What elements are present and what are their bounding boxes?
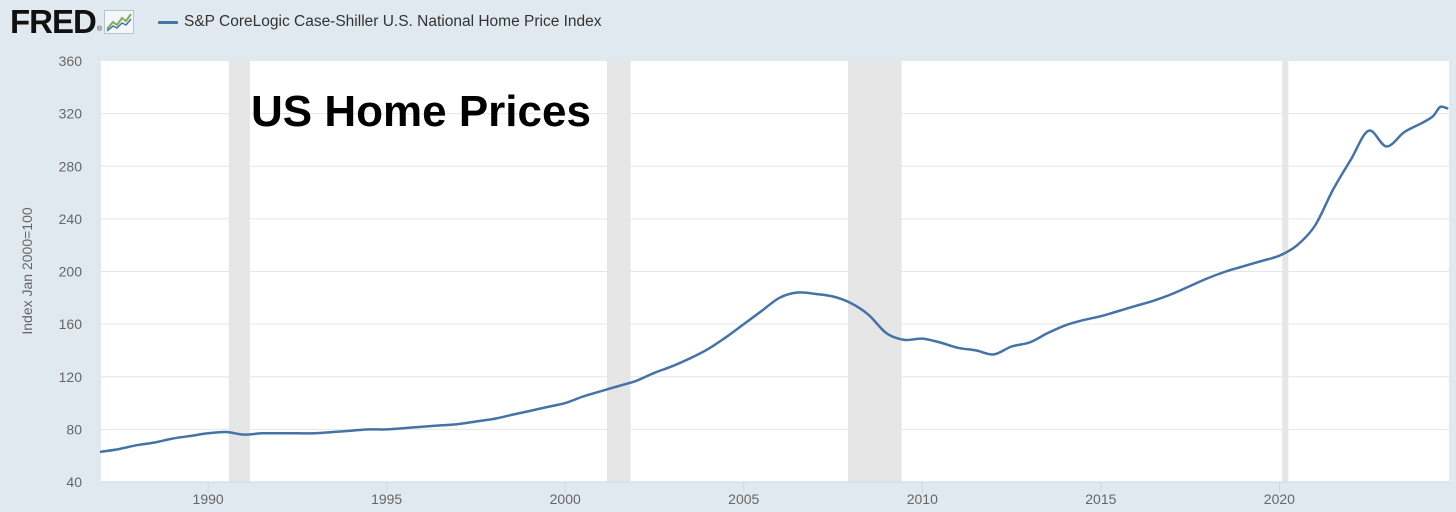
y-tick-label: 120 [59, 369, 83, 385]
y-tick-label: 360 [59, 53, 83, 69]
chart-header: FRED ® S&P CoreLogic Case-Shiller U.S. N… [0, 0, 1456, 46]
gridlines [101, 113, 1449, 430]
y-tick-label: 40 [66, 474, 82, 490]
y-tick-label: 320 [59, 106, 83, 122]
x-tick-label: 1995 [371, 491, 402, 507]
chart-annotation: US Home Prices [251, 87, 591, 136]
x-tick-label: 2015 [1085, 491, 1116, 507]
x-tick-label: 2005 [728, 491, 759, 507]
line-chart-icon [104, 10, 135, 34]
registered-mark: ® [96, 26, 103, 33]
x-tick-label: 1990 [193, 491, 224, 507]
y-tick-label: 280 [59, 158, 83, 174]
legend-series-label: S&P CoreLogic Case-Shiller U.S. National… [184, 13, 602, 30]
legend-swatch [158, 20, 178, 24]
x-tick-label: 2000 [550, 491, 581, 507]
x-tick-label: 2020 [1264, 491, 1295, 507]
y-tick-label: 240 [59, 211, 83, 227]
y-axis-label: Index Jan 2000=100 [19, 207, 35, 334]
y-tick-label: 80 [66, 421, 82, 437]
fred-logo-text: FRED [10, 3, 97, 40]
y-axis-ticks: 40 80 120 160 200 240 280 320 360 [59, 53, 83, 490]
x-axis-ticks: 1990 1995 2000 2005 2010 2015 2020 [193, 482, 1295, 507]
y-tick-label: 200 [59, 264, 83, 280]
y-tick-label: 160 [59, 316, 83, 332]
fred-logo[interactable]: FRED ® [10, 3, 135, 40]
x-tick-label: 2010 [907, 491, 938, 507]
chart-legend[interactable]: S&P CoreLogic Case-Shiller U.S. National… [158, 13, 602, 31]
series-line [99, 105, 1449, 453]
